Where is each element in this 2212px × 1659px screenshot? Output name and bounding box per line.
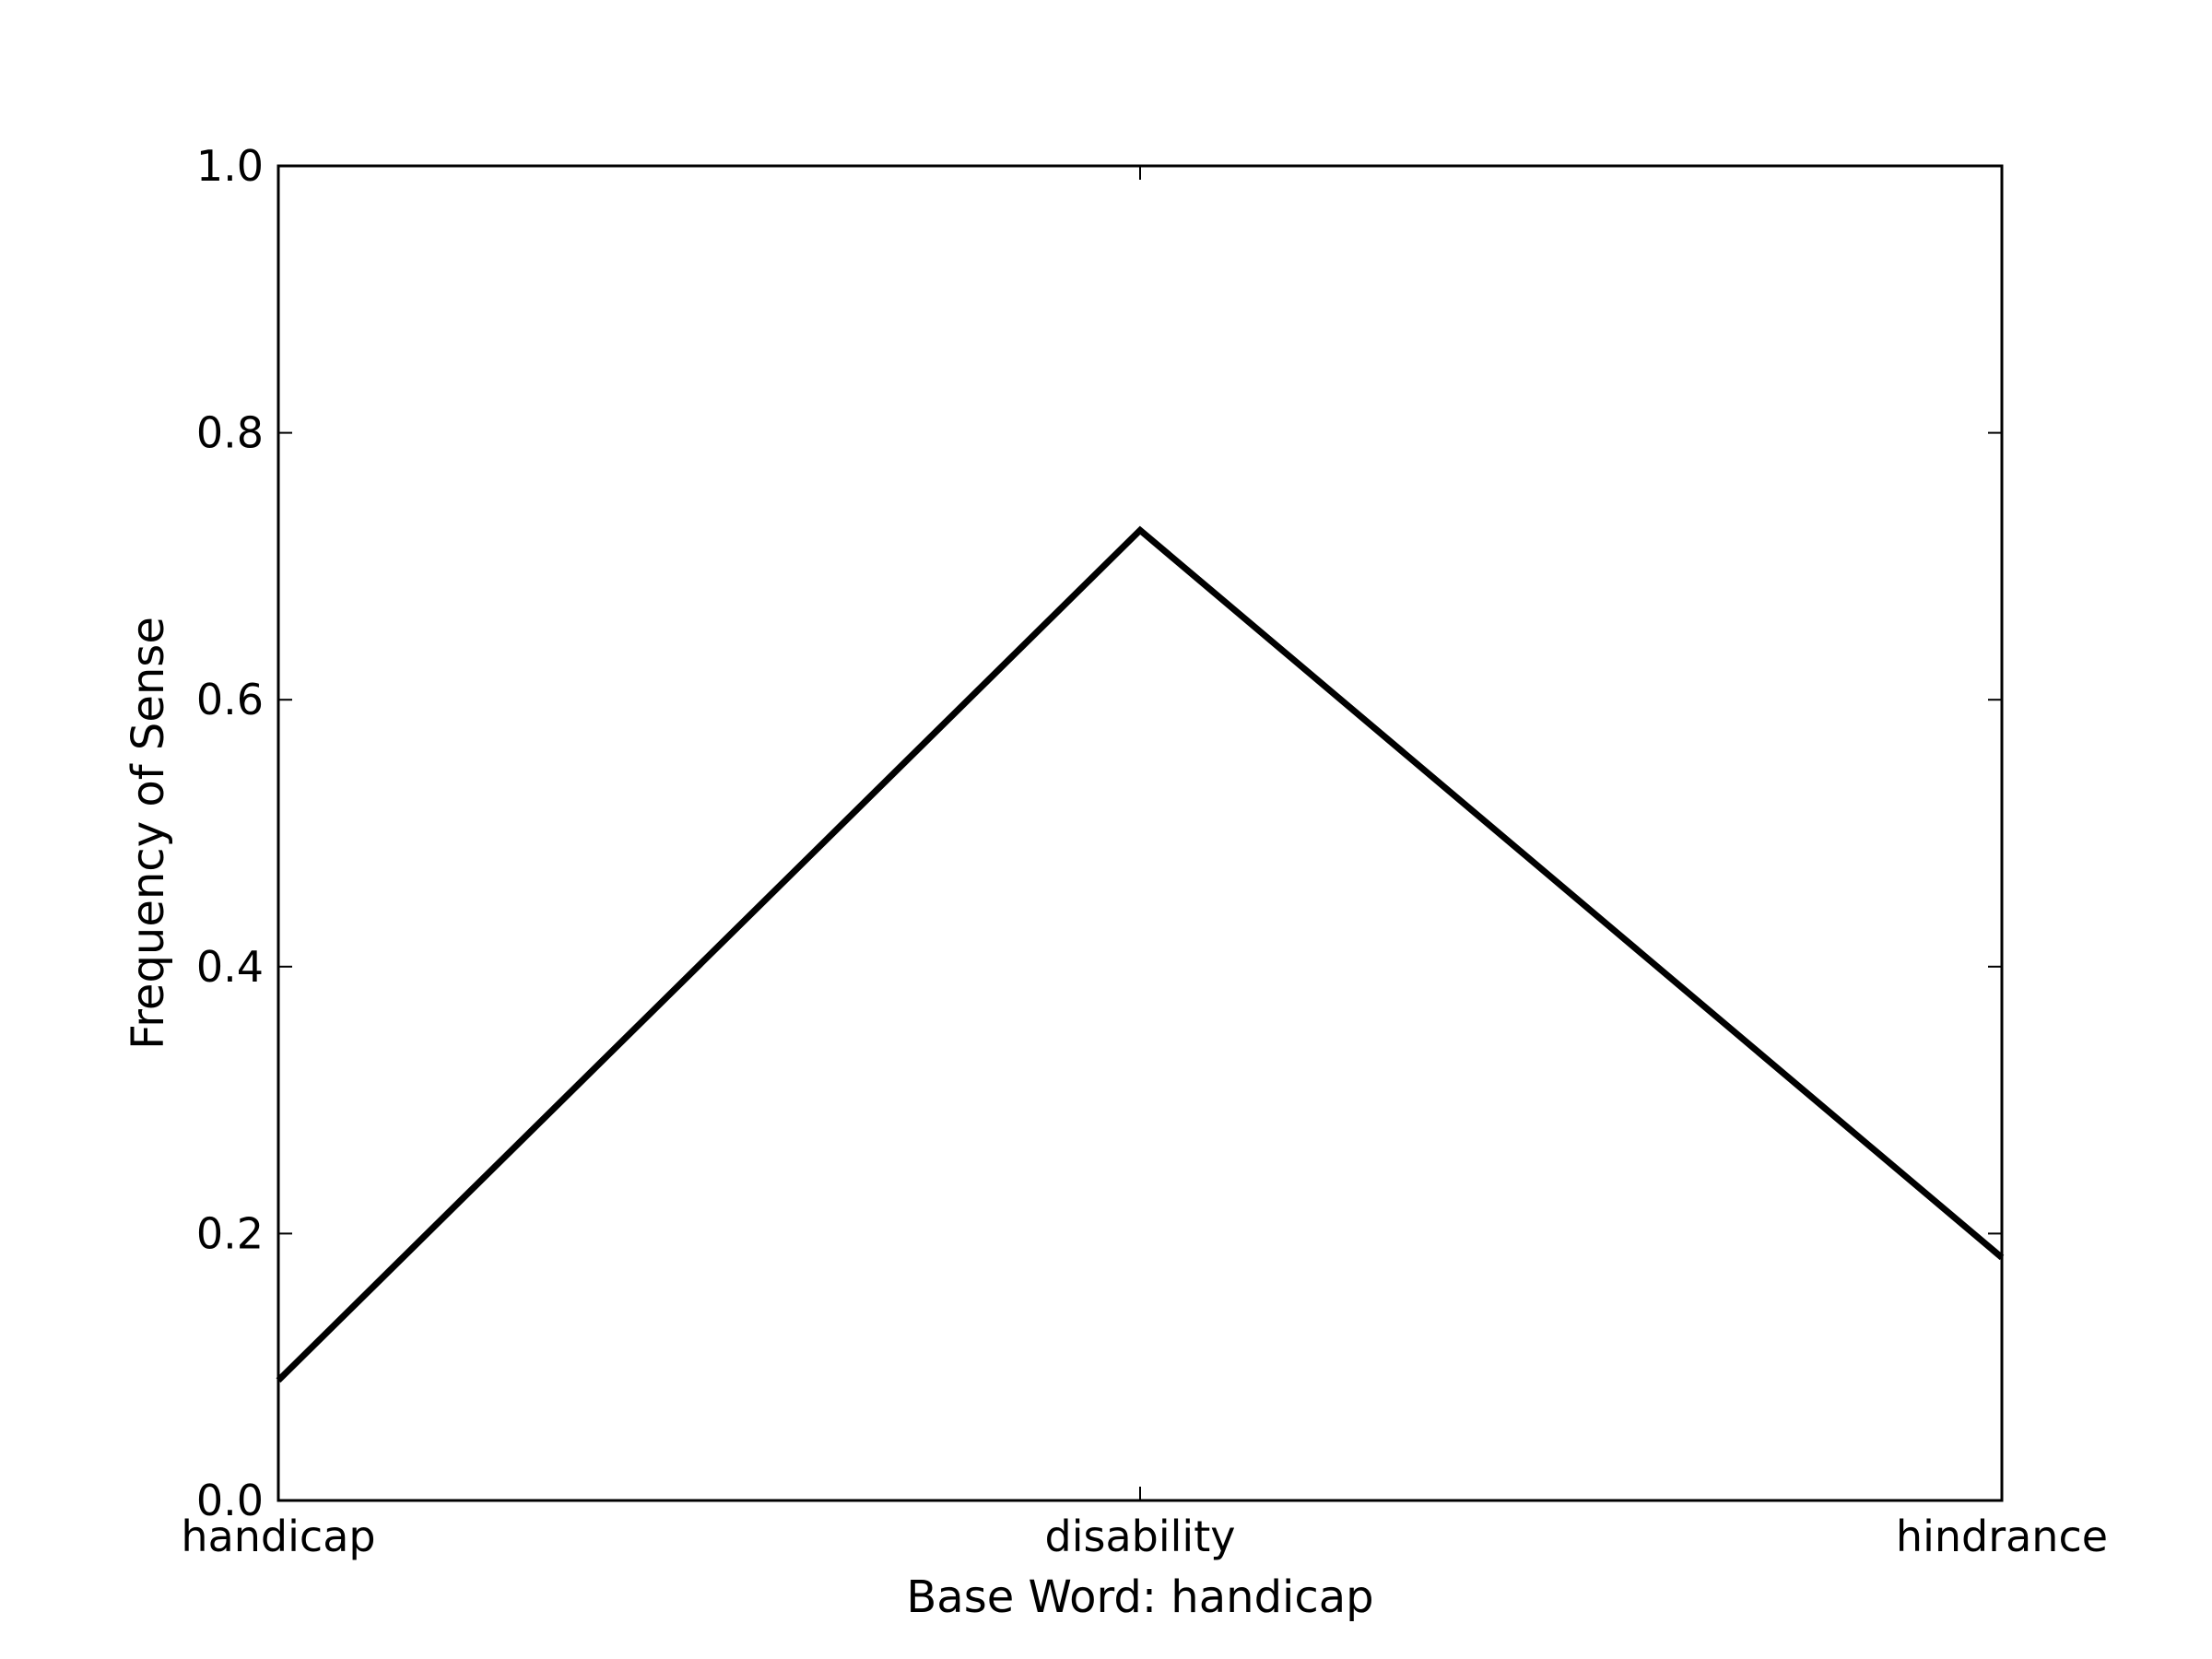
y-tick-label: 0.8 <box>196 408 264 458</box>
data-point <box>1139 529 1141 531</box>
y-tick-label: 1.0 <box>196 141 264 191</box>
x-tick-label: hindrance <box>1896 1512 2108 1561</box>
x-axis-label: Base Word: handicap <box>906 1571 1373 1623</box>
y-tick-label: 0.0 <box>196 1476 264 1525</box>
x-tick-label: handicap <box>181 1512 375 1561</box>
plot-background <box>278 166 2002 1500</box>
y-tick-labels: 0.0 0.2 0.4 0.6 0.8 1.0 <box>196 141 264 1525</box>
y-tick-label: 0.6 <box>196 675 264 724</box>
x-tick-label: disability <box>1045 1512 1236 1561</box>
x-tick-labels: handicap disability hindrance <box>181 1512 2108 1561</box>
y-axis-label: Frequency of Sense <box>123 617 174 1050</box>
y-tick-label: 0.2 <box>196 1208 264 1258</box>
plot-frame <box>276 164 2004 1502</box>
y-tick-label: 0.4 <box>196 942 264 992</box>
